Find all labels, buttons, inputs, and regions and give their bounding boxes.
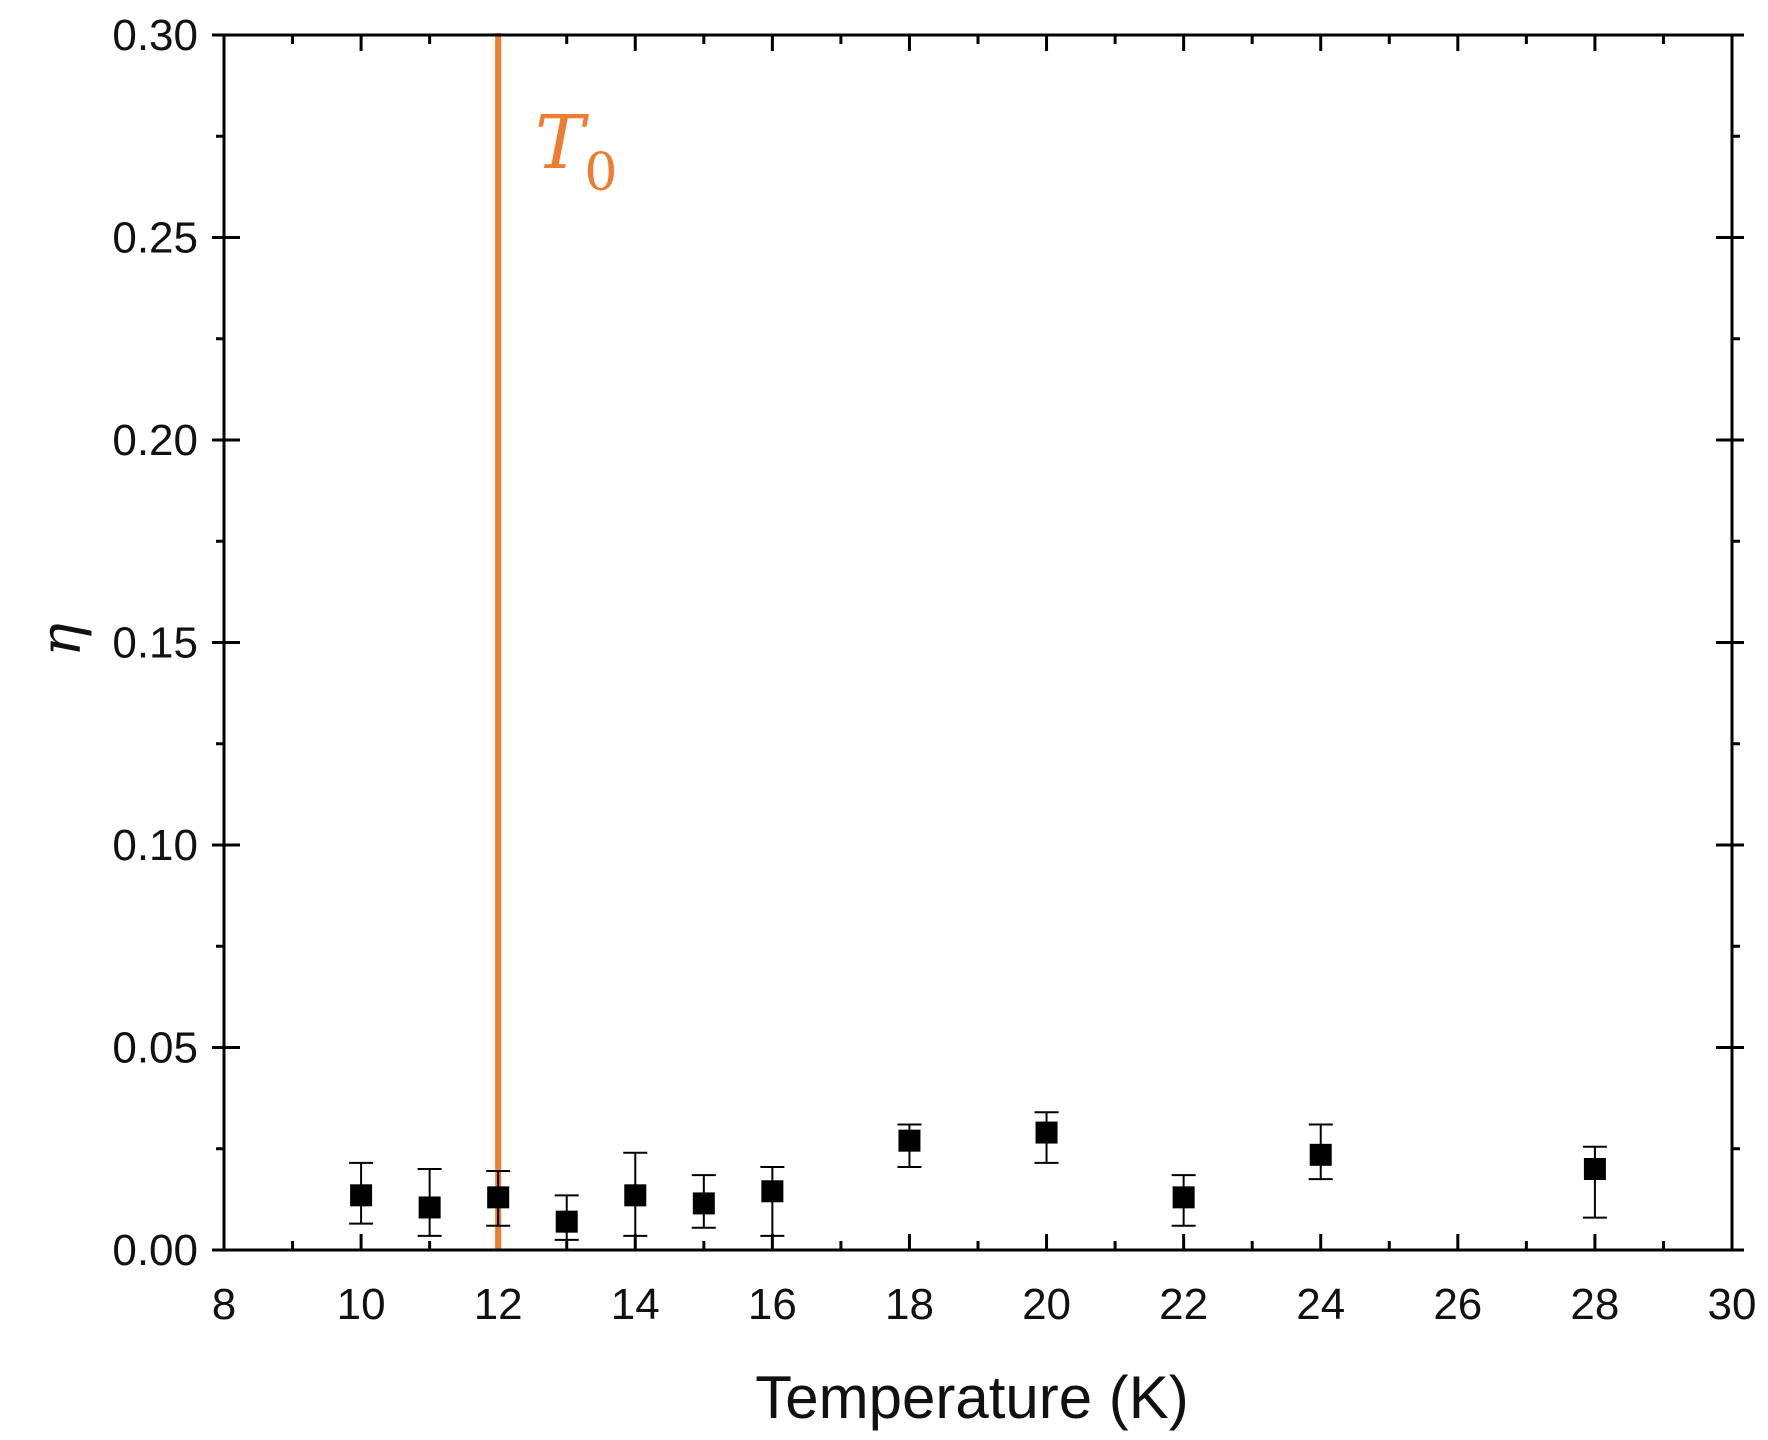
- data-point: [486, 1170, 511, 1227]
- plot-frame: [222, 33, 1734, 1252]
- square-marker: [1172, 1186, 1195, 1209]
- t0-annotation-base: T: [535, 100, 589, 186]
- y-tick-label: 0.20: [112, 416, 198, 465]
- x-axis-label: Temperature (K): [755, 1364, 1188, 1431]
- t0-annotation-subscript: 0: [584, 143, 617, 203]
- x-tick-label: 14: [611, 1280, 660, 1329]
- t0-annotation: T0: [535, 100, 617, 203]
- axis-ticks: [212, 33, 1744, 1252]
- square-marker: [1035, 1121, 1058, 1144]
- x-tick-label: 26: [1433, 1280, 1482, 1329]
- x-tick-label: 20: [1022, 1280, 1071, 1329]
- y-tick-label: 0.10: [112, 821, 198, 870]
- square-marker: [1309, 1143, 1332, 1166]
- data-point: [1308, 1123, 1333, 1181]
- data-point: [1582, 1145, 1607, 1219]
- y-tick-label: 0.25: [112, 214, 198, 263]
- x-tick-label: 22: [1159, 1280, 1208, 1329]
- square-marker: [1583, 1158, 1606, 1180]
- y-tick-label: 0.15: [112, 619, 198, 668]
- y-axis-label: η: [29, 623, 94, 657]
- x-tick-label: 16: [748, 1280, 797, 1329]
- x-tick-label: 12: [474, 1280, 523, 1329]
- square-marker: [487, 1186, 510, 1209]
- x-tick-label: 8: [212, 1280, 236, 1329]
- data-point: [554, 1194, 579, 1241]
- square-marker: [898, 1129, 921, 1152]
- data-point: [1034, 1111, 1059, 1164]
- data-point: [349, 1161, 374, 1225]
- data-point: [691, 1174, 716, 1229]
- y-tick-label: 0.30: [112, 11, 198, 60]
- square-marker: [350, 1184, 373, 1207]
- square-marker: [761, 1180, 784, 1203]
- x-tick-label: 18: [885, 1280, 934, 1329]
- square-marker: [692, 1192, 715, 1215]
- data-point: [897, 1123, 922, 1168]
- data-points: [349, 1111, 1607, 1241]
- data-point: [760, 1165, 785, 1237]
- x-tick-label: 10: [337, 1280, 386, 1329]
- tick-labels: 8 10 12 14 16 18 20 22 24 26 28 30 0.00 0.05 0.10 0.15 0…: [112, 11, 1756, 1329]
- data-point: [623, 1151, 648, 1237]
- x-tick-label: 30: [1708, 1280, 1757, 1329]
- y-tick-label: 0.00: [112, 1226, 198, 1275]
- data-point: [1171, 1174, 1196, 1227]
- x-tick-label: 28: [1570, 1280, 1619, 1329]
- square-marker: [624, 1184, 647, 1207]
- square-marker: [418, 1196, 441, 1219]
- y-tick-label: 0.05: [112, 1024, 198, 1073]
- x-tick-label: 24: [1296, 1280, 1345, 1329]
- data-point: [417, 1168, 442, 1237]
- square-marker: [555, 1210, 578, 1233]
